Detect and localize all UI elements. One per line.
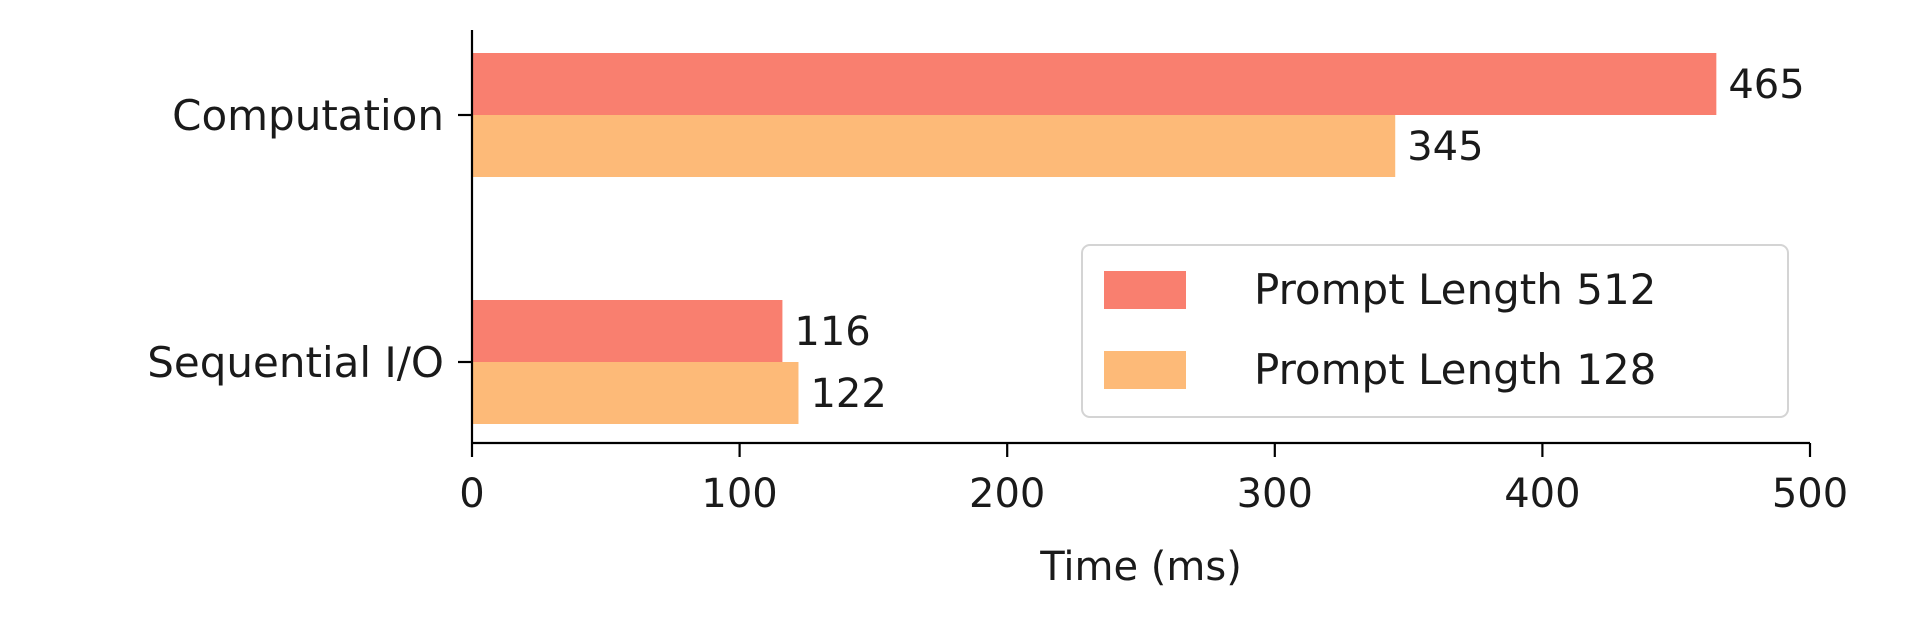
x-ticks-group: 0 100 200 300 400 500	[459, 443, 1848, 517]
bar-sequential-i-o-prompt-length-128	[472, 362, 799, 424]
y-tick-label-sequential-i-o: Sequential I/O	[147, 338, 444, 387]
bar-sequential-i-o-prompt-length-512	[472, 300, 783, 362]
data-label-sequential-i-o-prompt-length-512: 116	[794, 309, 870, 355]
legend-swatch-prompt-length-512	[1104, 271, 1186, 309]
x-tick-label: 0	[459, 471, 484, 517]
x-tick-label: 500	[1772, 471, 1848, 517]
legend-label-prompt-length-512: Prompt Length 512	[1254, 265, 1656, 314]
x-tick-label: 200	[969, 471, 1045, 517]
bar-computation-prompt-length-512	[472, 53, 1717, 115]
y-ticks-group: Computation Sequential I/O	[147, 91, 472, 387]
y-tick-label-computation: Computation	[172, 91, 444, 140]
legend-frame	[1081, 244, 1789, 418]
x-axis-title: Time (ms)	[1039, 544, 1242, 590]
bars-group	[472, 53, 1717, 424]
x-tick-label: 100	[701, 471, 777, 517]
x-tick-label: 400	[1504, 471, 1580, 517]
legend: Prompt Length 512 Prompt Length 128	[1081, 244, 1789, 418]
data-labels-group: 465 345 116 122	[794, 62, 1804, 417]
data-label-sequential-i-o-prompt-length-128: 122	[810, 371, 886, 417]
data-label-computation-prompt-length-512: 465	[1728, 62, 1804, 108]
legend-swatch-prompt-length-128	[1104, 351, 1186, 389]
bar-computation-prompt-length-128	[472, 115, 1396, 177]
legend-label-prompt-length-128: Prompt Length 128	[1254, 345, 1656, 394]
x-tick-label: 300	[1237, 471, 1313, 517]
data-label-computation-prompt-length-128: 345	[1407, 124, 1483, 170]
